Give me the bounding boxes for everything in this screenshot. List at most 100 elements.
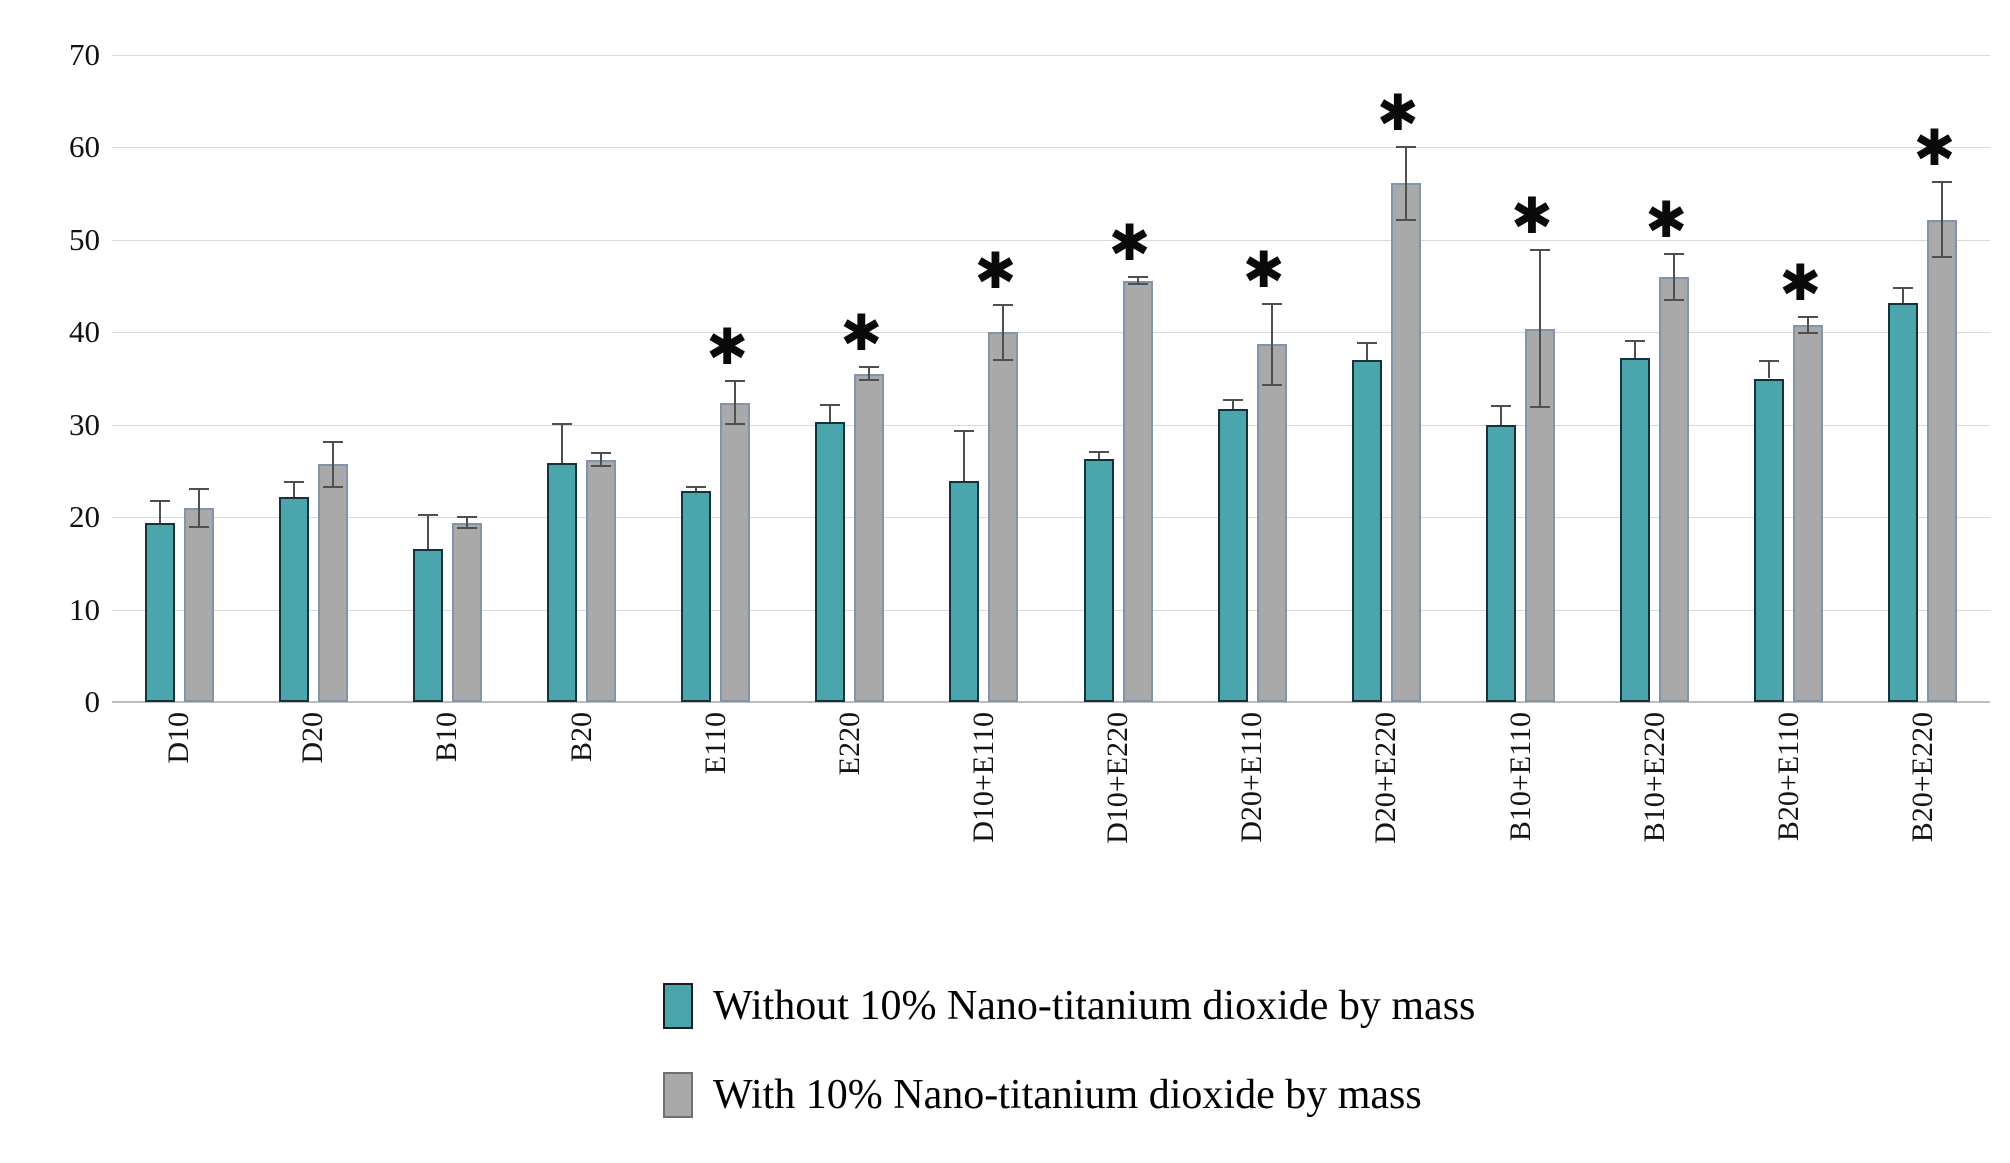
error-bar-cap <box>456 527 477 530</box>
error-bar-cap <box>188 526 209 529</box>
bar-without <box>1486 424 1516 702</box>
y-axis-tick-label: 20 <box>69 499 100 535</box>
bar-without <box>547 462 577 702</box>
error-bar-cap <box>820 404 841 407</box>
error-bar-line <box>561 422 563 463</box>
y-axis-tick-label: 50 <box>69 221 100 257</box>
significance-asterisk: ✱ <box>1242 240 1285 299</box>
error-bar-line <box>292 481 295 497</box>
error-bar-line <box>1136 275 1139 286</box>
bar-with <box>1927 219 1958 702</box>
bar-with <box>451 522 482 702</box>
bar-without <box>949 481 980 702</box>
bar-with <box>1390 183 1421 702</box>
gridline <box>112 517 1990 519</box>
error-bar-line <box>1768 360 1771 379</box>
error-bar-cap <box>1222 398 1243 401</box>
error-bar-line <box>1902 286 1905 303</box>
legend-item-with: With 10% Nano-titanium dioxide by mass <box>663 1072 1422 1118</box>
legend-item-without: Without 10% Nano-titanium dioxide by mas… <box>663 983 1475 1029</box>
error-bar-cap <box>1395 219 1416 222</box>
significance-asterisk: ✱ <box>1376 83 1419 142</box>
significance-asterisk: ✱ <box>1108 213 1151 272</box>
bar-with <box>1256 344 1287 702</box>
x-axis-label: E110 <box>698 712 732 775</box>
gridline <box>112 55 1990 56</box>
gridline <box>112 609 1990 611</box>
error-bar-cap <box>1798 332 1819 335</box>
bar-without <box>1754 378 1785 702</box>
error-bar-cap <box>1356 341 1377 344</box>
x-axis-label: B20+E110 <box>1771 712 1805 842</box>
bar-with <box>586 459 616 702</box>
error-bar-line <box>158 499 161 523</box>
error-bar-line <box>1097 450 1100 459</box>
error-bar-cap <box>1127 283 1148 286</box>
error-bar-cap <box>1261 383 1282 386</box>
bar-with <box>988 332 1019 702</box>
x-axis-label: B10+E220 <box>1637 712 1671 843</box>
error-bar-cap <box>552 422 572 425</box>
legend-swatch-with <box>663 1072 693 1118</box>
error-bar-cap <box>859 366 880 369</box>
error-bar-line <box>1634 339 1637 359</box>
error-bar-cap <box>954 430 975 433</box>
error-bar-line <box>600 452 602 468</box>
error-bar-line <box>695 485 698 492</box>
error-bar-line <box>426 514 429 549</box>
y-axis-tick-label: 70 <box>69 37 100 72</box>
error-bar-cap <box>993 358 1014 361</box>
error-bar-line <box>829 404 832 422</box>
y-axis-tick-label: 30 <box>69 406 100 442</box>
legend-label-without: Without 10% Nano-titanium dioxide by mas… <box>713 983 1476 1029</box>
error-bar-line <box>868 366 871 382</box>
bar-without <box>412 548 443 702</box>
error-bar-cap <box>1530 406 1550 409</box>
x-axis-label: E220 <box>832 712 866 776</box>
error-bar-cap <box>1261 302 1282 305</box>
error-bar-line <box>1807 315 1810 335</box>
error-bar-line <box>197 487 200 529</box>
x-axis-label: D10+E110 <box>966 712 1000 843</box>
bar-without <box>278 496 309 702</box>
bar-without <box>144 522 175 702</box>
error-bar-cap <box>859 379 880 382</box>
significance-asterisk: ✱ <box>840 304 883 363</box>
error-bar-cap <box>993 303 1014 306</box>
error-bar-line <box>1231 398 1234 409</box>
x-axis-label: D10+E220 <box>1101 712 1135 844</box>
y-axis-tick-label: 10 <box>69 591 100 627</box>
error-bar-cap <box>149 499 170 502</box>
x-axis-label: D20+E220 <box>1369 712 1403 844</box>
error-bar-line <box>1404 145 1407 222</box>
bar-with <box>720 402 751 702</box>
error-bar-line <box>1002 303 1005 361</box>
bar-without <box>1217 409 1248 702</box>
error-bar-cap <box>1395 145 1416 148</box>
y-axis-tick-label: 60 <box>69 129 100 165</box>
y-axis-tick-label: 0 <box>84 684 101 719</box>
bar-with <box>1122 280 1153 702</box>
x-axis-label: D10 <box>162 712 196 764</box>
bar-without <box>1083 458 1114 702</box>
x-axis-label: B10+E110 <box>1503 712 1537 842</box>
error-bar-line <box>1673 252 1676 301</box>
significance-asterisk: ✱ <box>1913 118 1956 177</box>
legend-swatch-without <box>663 983 693 1029</box>
error-bar-cap <box>417 514 438 517</box>
x-axis-label: D20 <box>296 712 330 764</box>
error-bar-cap <box>1932 180 1953 183</box>
error-bar-cap <box>591 465 611 468</box>
significance-asterisk: ✱ <box>1779 253 1822 312</box>
x-axis-label: B20 <box>564 712 598 763</box>
error-bar-cap <box>322 441 343 444</box>
x-axis-label: D20+E110 <box>1235 712 1269 843</box>
significance-asterisk: ✱ <box>1511 187 1553 246</box>
bar-without <box>815 421 846 702</box>
error-bar-cap <box>1127 275 1148 278</box>
error-bar-cap <box>1491 405 1511 408</box>
error-bar-cap <box>1664 252 1685 255</box>
x-axis-label: B10 <box>430 712 464 763</box>
significance-asterisk: ✱ <box>974 241 1017 300</box>
error-bar-cap <box>725 380 746 383</box>
